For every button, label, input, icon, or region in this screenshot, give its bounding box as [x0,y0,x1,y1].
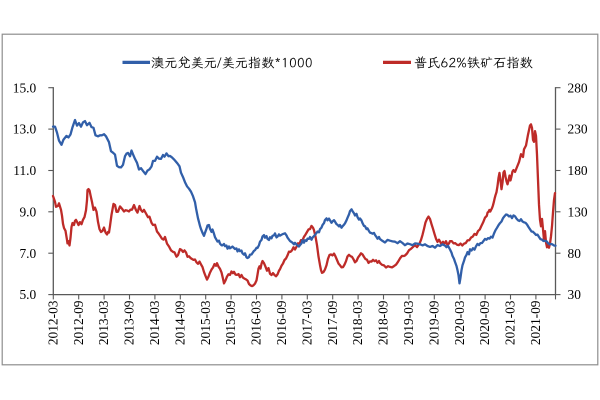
svg-text:2013-09: 2013-09 [122,300,137,345]
svg-text:15.0: 15.0 [13,80,37,95]
svg-text:9.0: 9.0 [19,204,36,219]
svg-text:2015-09: 2015-09 [223,300,238,345]
svg-text:2020-09: 2020-09 [477,300,492,345]
svg-text:2020-03: 2020-03 [452,300,467,345]
svg-text:280: 280 [568,80,588,95]
svg-text:2013-03: 2013-03 [96,300,111,345]
svg-text:2017-09: 2017-09 [325,300,340,345]
svg-text:2014-03: 2014-03 [147,300,162,345]
svg-text:80: 80 [568,246,582,261]
svg-text:2014-09: 2014-09 [172,300,187,345]
svg-text:230: 230 [568,122,588,137]
svg-text:2018-09: 2018-09 [376,300,391,345]
svg-text:13.0: 13.0 [13,122,37,137]
svg-text:2012-03: 2012-03 [45,300,60,345]
svg-text:2021-09: 2021-09 [528,300,543,345]
svg-text:2016-09: 2016-09 [274,300,289,345]
svg-text:5.0: 5.0 [19,287,36,302]
svg-text:2019-03: 2019-03 [401,300,416,345]
svg-text:7.0: 7.0 [19,246,36,261]
svg-text:2021-03: 2021-03 [503,300,518,345]
svg-text:2019-09: 2019-09 [426,300,441,345]
svg-text:2012-09: 2012-09 [71,300,86,345]
svg-text:2018-03: 2018-03 [350,300,365,345]
svg-text:2015-03: 2015-03 [198,300,213,345]
svg-text:30: 30 [568,287,582,302]
svg-text:11.0: 11.0 [13,163,36,178]
svg-text:130: 130 [568,204,588,219]
svg-text:2016-03: 2016-03 [249,300,264,345]
svg-text:2017-03: 2017-03 [299,300,314,345]
svg-text:180: 180 [568,163,588,178]
